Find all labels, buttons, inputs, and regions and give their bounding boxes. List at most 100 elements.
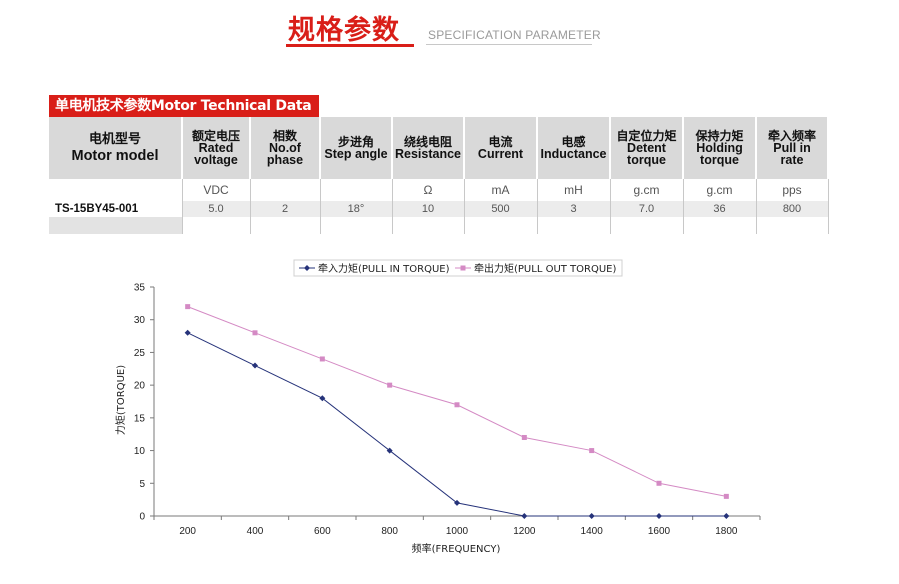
header-cell: 相数 No.of phase <box>250 117 321 179</box>
series-line-pull-out <box>187 306 727 497</box>
table-row: TS-15BY45-001 5.0 2 18° 10 500 3 7.0 36 … <box>49 201 829 217</box>
data-point-pull-in <box>723 513 730 519</box>
data-point-pull-out <box>387 382 393 388</box>
data-point-pull-out <box>723 493 729 499</box>
empty-cell <box>250 217 321 234</box>
header-en: Rated <box>198 141 234 155</box>
header-en: torque <box>700 153 739 167</box>
model-cell: TS-15BY45-001 <box>49 201 183 217</box>
empty-cell <box>464 217 538 234</box>
header-cn: 步进角 <box>337 135 374 149</box>
y-tick-label: 0 <box>139 512 145 523</box>
header-cn: 绕线电阻 <box>403 135 452 149</box>
empty-row <box>49 217 829 234</box>
unit-cell: VDC <box>182 179 251 201</box>
data-point-pull-out <box>454 402 460 408</box>
empty-cell <box>320 217 393 234</box>
legend-marker-pull-in <box>304 265 310 271</box>
header-cell-model: 电机型号 Motor model <box>49 117 183 179</box>
legend-label-pull-in: 牵入力矩(PULL IN TORQUE) <box>318 262 450 275</box>
unit-cell: pps <box>756 179 829 201</box>
x-tick-label: 1000 <box>446 526 469 537</box>
y-axis-label: 力矩(TORQUE) <box>114 365 127 435</box>
y-tick-label: 10 <box>134 446 146 457</box>
data-point-pull-in <box>454 499 460 506</box>
header-cn: 保持力矩 <box>695 129 744 143</box>
value-cell: 3 <box>537 201 611 217</box>
x-tick-label: 200 <box>179 526 196 537</box>
x-tick-label: 400 <box>247 526 264 537</box>
page-header: 规格参数 SPECIFICATION PARAMETER <box>0 0 899 60</box>
header-cell: 电流 Current <box>464 117 538 179</box>
header-en: phase <box>266 153 304 167</box>
header-en: No.of <box>269 141 301 155</box>
table-header-row: 电机型号 Motor model 额定电压 Rated voltage 相数 No.o… <box>49 117 829 179</box>
y-tick-label: 25 <box>134 348 146 359</box>
header-cn: 相数 <box>272 129 297 143</box>
header-en: Resistance <box>394 147 461 161</box>
empty-cell <box>537 217 611 234</box>
chart-axes: 0 5 10 15 20 25 30 35 200 400 600 800 1000 1200 1400 16… <box>134 283 761 537</box>
header-cell: 步进角 Step angle <box>320 117 393 179</box>
legend-label-pull-out: 牵出力矩(PULL OUT TORQUE) <box>474 262 616 275</box>
header-en: voltage <box>194 153 238 167</box>
header-cn: 电流 <box>488 135 513 149</box>
unit-cell: mA <box>464 179 538 201</box>
data-point-pull-in <box>252 362 258 369</box>
header-en: Pull in <box>773 141 811 155</box>
y-tick-label: 20 <box>134 381 146 392</box>
data-point-pull-out <box>589 448 595 454</box>
spec-table: 电机型号 Motor model 额定电压 Rated voltage 相数 No.o… <box>49 117 829 234</box>
value-cell: 500 <box>464 201 538 217</box>
data-point-pull-out <box>656 480 662 486</box>
header-en: Motor model <box>71 148 159 164</box>
header-cell: 额定电压 Rated voltage <box>182 117 251 179</box>
header-en: Inductance <box>540 147 607 161</box>
data-point-pull-in <box>319 395 326 402</box>
x-tick-label: 800 <box>381 526 398 537</box>
data-point-pull-in <box>386 447 393 454</box>
y-tick-label: 30 <box>134 315 146 326</box>
legend-marker-pull-out <box>460 265 466 271</box>
x-tick-label: 1400 <box>581 526 604 537</box>
unit-cell <box>250 179 321 201</box>
page-title: 规格参数 <box>288 15 400 46</box>
header-cn: 牵入频率 <box>767 129 816 143</box>
x-tick-label: 1200 <box>513 526 536 537</box>
chart-legend: 牵入力矩(PULL IN TORQUE) 牵出力矩(PULL OUT TORQU… <box>293 259 623 277</box>
data-point-pull-in <box>588 513 595 519</box>
header-en: Current <box>477 147 524 161</box>
value-cell: 800 <box>756 201 829 217</box>
header-cn: 电机型号 <box>88 132 141 147</box>
series-line-pull-in <box>187 332 727 517</box>
header-cn: 自定位力矩 <box>616 129 677 143</box>
x-axis-label: 频率(FREQUENCY) <box>412 542 501 555</box>
unit-cell: mH <box>537 179 611 201</box>
header-cn: 额定电压 <box>191 129 240 143</box>
header-cell: 保持力矩 Holding torque <box>683 117 757 179</box>
data-point-pull-out <box>185 304 191 310</box>
header-en: rate <box>780 153 804 167</box>
empty-cell <box>392 217 465 234</box>
unit-cell: Ω <box>392 179 465 201</box>
table-tag: 单电机技术参数Motor Technical Data <box>49 95 320 117</box>
x-tick-label: 1600 <box>648 526 671 537</box>
data-point-pull-out <box>521 434 527 440</box>
header-en: Detent <box>627 141 666 155</box>
data-point-pull-in <box>521 513 528 519</box>
x-tick-label: 1800 <box>715 526 738 537</box>
empty-cell <box>610 217 684 234</box>
value-cell: 2 <box>250 201 321 217</box>
data-point-pull-out <box>252 330 258 336</box>
y-tick-label: 35 <box>134 283 146 294</box>
header-cell: 自定位力矩 Detent torque <box>610 117 684 179</box>
unit-row: VDC Ω mA mH g.cm g.cm pps <box>49 179 829 201</box>
unit-cell: g.cm <box>610 179 684 201</box>
header-en: Holding <box>696 141 743 155</box>
header-cell: 电感 Inductance <box>537 117 611 179</box>
chart-series <box>184 304 730 519</box>
header-cell: 绕线电阻 Resistance <box>392 117 465 179</box>
subtitle-underline <box>426 44 592 45</box>
value-cell: 18° <box>320 201 393 217</box>
